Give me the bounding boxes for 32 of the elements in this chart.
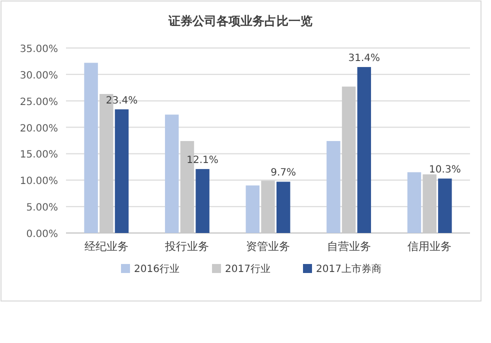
bar bbox=[114, 109, 129, 233]
bar bbox=[276, 182, 290, 233]
y-tick-label: 0.00% bbox=[26, 229, 58, 240]
legend-label: 2016行业 bbox=[134, 263, 180, 275]
x-tick-label: 自营业务 bbox=[326, 240, 371, 253]
bar bbox=[438, 178, 452, 233]
y-tick-label: 5.00% bbox=[26, 202, 58, 214]
bar bbox=[164, 114, 179, 233]
y-tick-label: 20.00% bbox=[20, 123, 58, 134]
y-tick-label: 35.00% bbox=[20, 44, 58, 55]
bar bbox=[407, 172, 422, 233]
data-label: 9.7% bbox=[270, 168, 296, 179]
data-label: 31.4% bbox=[348, 53, 380, 64]
bar bbox=[246, 185, 260, 233]
bar bbox=[326, 141, 340, 233]
chart-title: 证券公司各项业务占比一览 bbox=[168, 14, 312, 28]
bar bbox=[357, 67, 372, 233]
x-tick-label: 信用业务 bbox=[408, 240, 452, 253]
bar bbox=[196, 169, 210, 233]
legend-label: 2017上市券商 bbox=[316, 263, 382, 275]
data-label: 23.4% bbox=[106, 95, 138, 106]
x-tick-label: 经纪业务 bbox=[84, 240, 128, 253]
x-tick-label: 投行业务 bbox=[164, 240, 210, 253]
data-label: 10.3% bbox=[429, 164, 461, 176]
y-tick-label: 30.00% bbox=[20, 70, 58, 82]
legend-label: 2017行业 bbox=[225, 263, 270, 275]
data-label: 12.1% bbox=[186, 155, 218, 166]
y-tick-label: 10.00% bbox=[20, 176, 58, 188]
x-tick-label: 资管业务 bbox=[246, 240, 290, 253]
bar bbox=[84, 62, 98, 233]
y-tick-label: 25.00% bbox=[20, 96, 58, 108]
y-tick-label: 15.00% bbox=[20, 150, 58, 161]
